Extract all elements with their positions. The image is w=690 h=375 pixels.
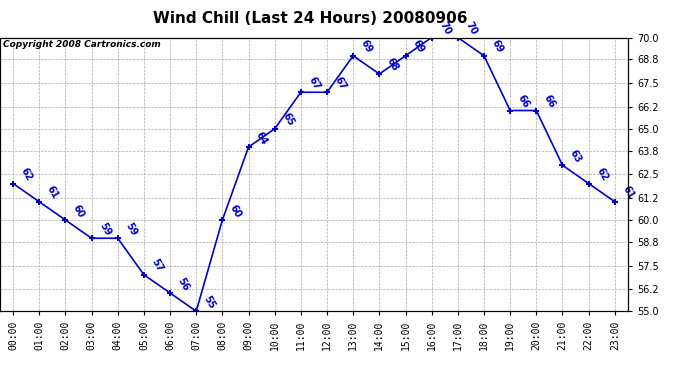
Text: 69: 69	[490, 38, 505, 55]
Text: 65: 65	[280, 111, 296, 128]
Text: Wind Chill (Last 24 Hours) 20080906: Wind Chill (Last 24 Hours) 20080906	[153, 11, 468, 26]
Text: 60: 60	[228, 202, 244, 219]
Text: 61: 61	[45, 184, 60, 201]
Text: 55: 55	[201, 294, 217, 310]
Text: 70: 70	[437, 20, 453, 37]
Text: 56: 56	[176, 276, 191, 292]
Text: 66: 66	[542, 93, 558, 110]
Text: 67: 67	[333, 75, 348, 92]
Text: 69: 69	[411, 38, 426, 55]
Text: 67: 67	[306, 75, 322, 92]
Text: 62: 62	[19, 166, 34, 183]
Text: 60: 60	[71, 202, 86, 219]
Text: 59: 59	[124, 221, 139, 237]
Text: 59: 59	[97, 221, 112, 237]
Text: 66: 66	[515, 93, 531, 110]
Text: 61: 61	[620, 184, 635, 201]
Text: 64: 64	[254, 129, 270, 146]
Text: 62: 62	[594, 166, 610, 183]
Text: Copyright 2008 Cartronics.com: Copyright 2008 Cartronics.com	[3, 40, 161, 49]
Text: 69: 69	[359, 38, 374, 55]
Text: 57: 57	[150, 257, 165, 274]
Text: 63: 63	[568, 148, 584, 165]
Text: 70: 70	[464, 20, 479, 37]
Text: 68: 68	[385, 56, 400, 73]
